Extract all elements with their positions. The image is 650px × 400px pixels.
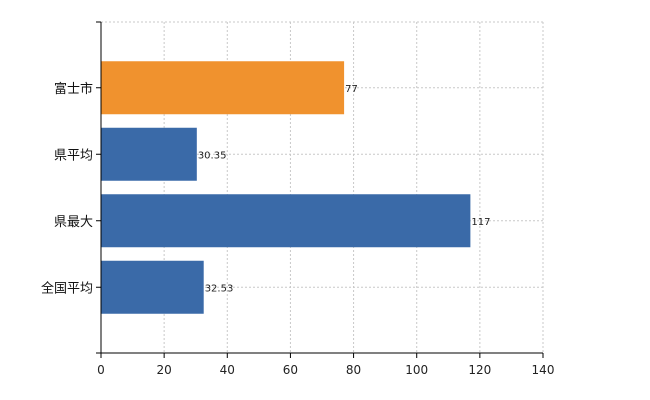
bar — [101, 194, 471, 248]
x-tick-label: 100 — [405, 363, 428, 377]
category-label: 県平均 — [54, 148, 93, 163]
bar — [101, 260, 204, 314]
bar — [101, 61, 345, 115]
data-label: 30.35 — [198, 150, 227, 161]
bar-layer — [101, 61, 471, 314]
data-label: 77 — [345, 84, 358, 95]
bar — [101, 127, 197, 181]
axis-layer — [96, 21, 544, 358]
category-label: 全国平均 — [41, 280, 93, 296]
x-tick-label: 40 — [220, 363, 235, 377]
x-tick-label: 120 — [468, 363, 491, 377]
x-tick-label: 60 — [283, 363, 298, 377]
category-label: 県最大 — [54, 215, 93, 230]
x-tick-label: 140 — [532, 363, 555, 377]
category-label: 富士市 — [54, 81, 93, 97]
data-label: 117 — [471, 217, 490, 228]
x-tick-label: 0 — [97, 363, 105, 377]
data-label: 32.53 — [205, 283, 234, 294]
label-layer: 77 富士市 30.35 県平均 117 県最大 32.53 全国平均 0 20 40 60 80 100… — [41, 81, 554, 377]
x-tick-label: 20 — [157, 363, 172, 377]
x-tick-label: 80 — [346, 363, 361, 377]
